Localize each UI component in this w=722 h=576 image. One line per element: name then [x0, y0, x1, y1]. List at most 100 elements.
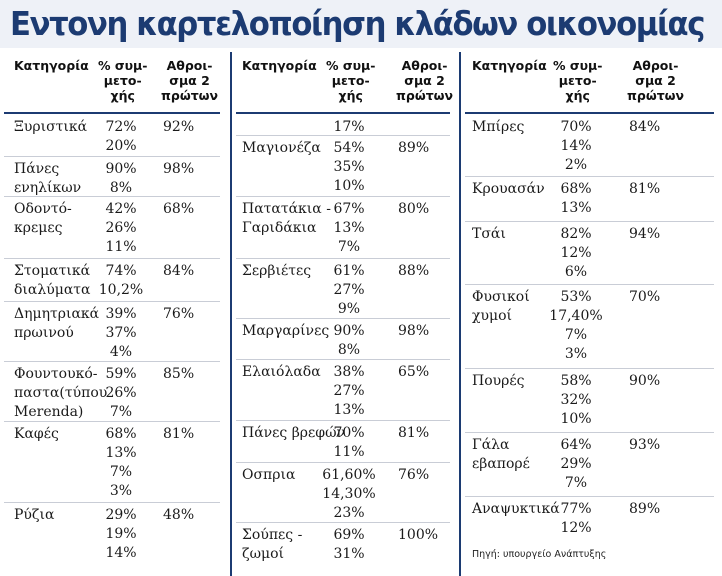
cell-line: 3%	[564, 346, 588, 362]
cell-line: 38%	[333, 364, 365, 380]
share-values: 70% 11%	[320, 424, 378, 462]
cell-line: Μαργαρίνες	[242, 323, 330, 339]
cell-line: 13%	[333, 402, 365, 418]
cell-line: διαλύματα	[14, 282, 91, 298]
cell-line: 19%	[105, 526, 137, 542]
header-sum: Αθροι-σμα 2 πρώτων	[396, 58, 453, 103]
category-name: Μαγιονέζα	[242, 139, 321, 158]
cell-line: 29%	[560, 456, 592, 472]
cell-line: Οδοντό-	[14, 201, 72, 217]
top-two-sum: 81%	[163, 426, 195, 442]
top-two-sum: 88%	[398, 263, 430, 279]
cell-line: 8%	[109, 180, 133, 196]
header-share: % συμ-μετο-χής	[326, 58, 375, 103]
row-divider	[465, 368, 714, 369]
header-divider	[465, 112, 714, 114]
row-divider	[236, 522, 450, 523]
header-share: % συμ-μετο-χής	[98, 58, 147, 103]
header-sum: Αθροι-σμα 2 πρώτων	[161, 58, 218, 103]
share-values: 39% 37% 4%	[92, 305, 150, 362]
top-two-sum: 84%	[163, 263, 195, 279]
cell-line: Τσάι	[472, 226, 506, 242]
cell-line: 27%	[333, 282, 365, 298]
cell-line: Πουρές	[472, 373, 525, 389]
cell-line: 7%	[109, 404, 133, 420]
top-two-sum: 98%	[398, 323, 430, 339]
cell-line: % συμ-	[326, 58, 376, 73]
cell-line: 29%	[105, 507, 137, 523]
share-values: 59% 26% 7%	[92, 365, 150, 422]
share-values: 70% 14% 2%	[547, 118, 605, 175]
share-values: 17%	[320, 118, 378, 137]
cell-line: % συμ-	[98, 58, 148, 73]
top-two-sum: 100%	[398, 527, 439, 543]
share-values: 68% 13% 7% 3%	[92, 425, 150, 501]
header-sum: Αθροι-σμα 2 πρώτων	[627, 58, 684, 103]
cell-line: Αναψυκτικά	[472, 501, 560, 517]
cell-line: 59%	[105, 366, 137, 382]
cell-line: 70%	[333, 425, 365, 441]
category-name: Δημητριακά πρωινού	[14, 305, 99, 343]
category-name: Πάνες βρεφών	[242, 424, 345, 443]
header-category: Κατηγορία	[242, 58, 317, 73]
cell-line: 6%	[564, 264, 588, 280]
share-values: 38% 27% 13%	[320, 363, 378, 420]
cell-line: Στοματικά	[14, 263, 91, 279]
cell-line: ζωμοί	[242, 546, 285, 562]
share-values: 90% 8%	[320, 322, 378, 360]
cell-line: 12%	[560, 245, 592, 261]
cell-line: 39%	[105, 306, 137, 322]
cell-line: Πατατάκια -	[242, 201, 331, 217]
category-name: Κρουασάν	[472, 180, 545, 199]
cell-line: 26%	[105, 385, 137, 401]
top-two-sum: 94%	[629, 226, 661, 242]
top-two-sum: 76%	[163, 306, 195, 322]
cell-line: 13%	[333, 220, 365, 236]
share-values: 53% 17,40% 7% 3%	[547, 288, 605, 364]
cell-line: 13%	[560, 200, 592, 216]
header-share: % συμ-μετο-χής	[553, 58, 602, 103]
cell-line: Φυσικοί	[472, 289, 530, 305]
cell-line: Γαριδάκια	[242, 220, 317, 236]
cell-line: πρώτων	[161, 88, 219, 103]
cell-line: 77%	[560, 501, 592, 517]
category-name: Φουντουκό-παστα(τύπου Merenda)	[14, 365, 107, 422]
category-name: Καφές	[14, 425, 59, 444]
cell-line: Ρύζια	[14, 507, 55, 523]
cell-line: μετο-	[558, 73, 597, 88]
cell-line: χής	[565, 88, 590, 103]
row-divider	[465, 221, 714, 222]
category-name: Οσπρια	[242, 466, 295, 485]
cell-line: 31%	[333, 546, 365, 562]
column-separator	[459, 52, 461, 576]
cell-line: Αθροι-	[632, 58, 679, 73]
cell-line: πρωινού	[14, 325, 74, 341]
cell-line: 26%	[105, 220, 137, 236]
row-divider	[465, 284, 714, 285]
row-divider	[4, 301, 220, 302]
top-two-sum: 85%	[163, 366, 195, 382]
cell-line: 54%	[333, 140, 365, 156]
cell-line: 14%	[105, 545, 137, 561]
cell-line: Δημητριακά	[14, 306, 100, 322]
row-divider	[465, 496, 714, 497]
row-divider	[465, 432, 714, 433]
cell-line: 90%	[105, 161, 137, 177]
title-bar: Εντονη καρτελοποίηση κλάδων οικονομίας	[0, 0, 722, 48]
share-values: 68% 13%	[547, 180, 605, 218]
top-two-sum: 48%	[163, 507, 195, 523]
header-category: Κατηγορία	[472, 58, 547, 73]
cell-line: πρώτων	[627, 88, 685, 103]
cell-line: Γάλα	[472, 437, 510, 453]
cell-line: Ελαιόλαδα	[242, 364, 321, 380]
header-category-text: Κατηγορία	[242, 58, 317, 73]
cell-line: 67%	[333, 201, 365, 217]
row-divider	[4, 196, 220, 197]
share-values: 82% 12% 6%	[547, 225, 605, 282]
row-divider	[236, 462, 450, 463]
share-values: 67% 13% 7%	[320, 200, 378, 257]
cell-line: Ξυριστικά	[14, 119, 88, 135]
cell-line: 32%	[560, 392, 592, 408]
category-name: Τσάι	[472, 225, 506, 244]
cell-line: σμα 2	[404, 73, 445, 88]
